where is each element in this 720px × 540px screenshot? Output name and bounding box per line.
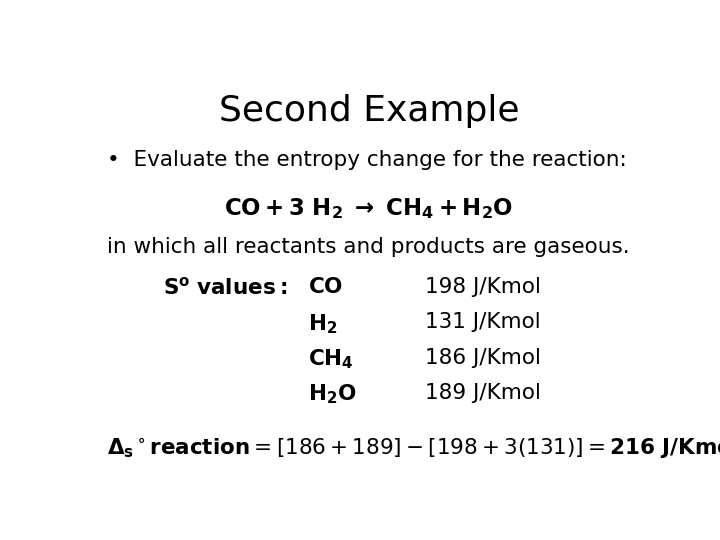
Text: $\mathbf{CH_4}$: $\mathbf{CH_4}$ — [307, 348, 354, 371]
Text: Second Example: Second Example — [219, 94, 519, 128]
Text: 189 J/Kmol: 189 J/Kmol — [425, 383, 541, 403]
Text: 198 J/Kmol: 198 J/Kmol — [425, 277, 541, 297]
Text: 131 J/Kmol: 131 J/Kmol — [425, 312, 541, 332]
Text: $\mathbf{H_2}$: $\mathbf{H_2}$ — [307, 312, 337, 336]
Text: $\mathbf{H_2O}$: $\mathbf{H_2O}$ — [307, 383, 356, 407]
Text: $\mathbf{\Delta_s{^\circ}reaction}$$ = [186 + 189] - [198 + 3(131)] = $$\mathbf{: $\mathbf{\Delta_s{^\circ}reaction}$$ = [… — [107, 437, 720, 461]
Text: $\mathbf{CO + 3\ H_2\ \rightarrow\ CH_4 + H_2O}$: $\mathbf{CO + 3\ H_2\ \rightarrow\ CH_4 … — [225, 196, 513, 221]
Text: in which all reactants and products are gaseous.: in which all reactants and products are … — [107, 238, 629, 258]
Text: •  Evaluate the entropy change for the reaction:: • Evaluate the entropy change for the re… — [107, 150, 626, 170]
Text: 186 J/Kmol: 186 J/Kmol — [425, 348, 541, 368]
Text: $\mathbf{CO}$: $\mathbf{CO}$ — [307, 277, 343, 297]
Text: $\mathbf{S^o}$ $\mathbf{values:}$: $\mathbf{S^o}$ $\mathbf{values:}$ — [163, 277, 287, 299]
